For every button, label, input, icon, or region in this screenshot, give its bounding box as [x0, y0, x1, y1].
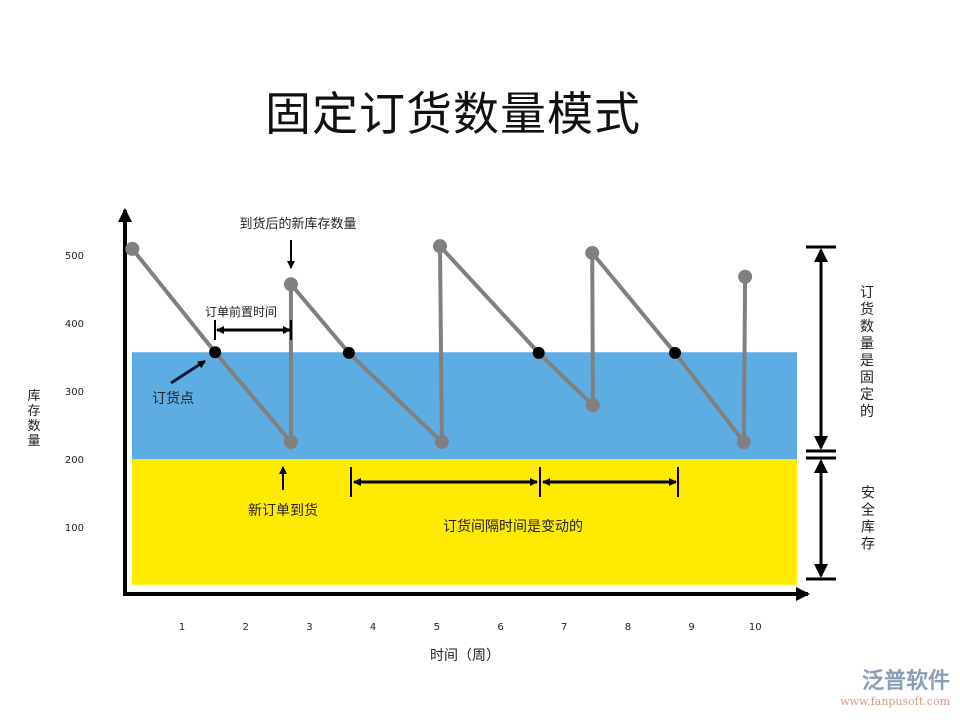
y-axis-label: 数: [27, 419, 40, 434]
inventory-point: [738, 269, 753, 284]
x-tick-label: 7: [561, 622, 567, 633]
y-tick-label: 500: [65, 251, 84, 262]
y-tick-label: 100: [65, 523, 84, 534]
annotation-order-fixed: 定: [860, 387, 874, 403]
annotation-order-fixed: 量: [860, 336, 874, 352]
annotation-new-stock: 到货后的新库存数量: [239, 216, 356, 232]
x-axis-label: 时间（周）: [430, 648, 500, 664]
inventory-point: [585, 245, 600, 260]
x-tick-label: 2: [243, 622, 249, 633]
y-axis-label: 存: [27, 404, 40, 419]
y-axis-label: 量: [27, 434, 40, 449]
x-tick-label: 6: [497, 622, 503, 633]
annotation-interval: 订货间隔时间是变动的: [443, 518, 583, 535]
inventory-point: [736, 435, 751, 449]
y-tick-label: 300: [65, 387, 84, 398]
annotation-order-fixed: 的: [860, 404, 874, 420]
reorder-point: [532, 346, 545, 359]
inventory-point: [283, 277, 298, 292]
annotation-lead-time: 订单前置时间: [205, 304, 277, 319]
y-tick-label: 400: [65, 319, 84, 330]
annotation-order-fixed: 固: [860, 370, 874, 386]
y-axis-label: 库: [27, 388, 40, 404]
x-tick-label: 3: [306, 622, 312, 633]
annotation-order-fixed: 数: [860, 319, 874, 335]
reorder-arrow: [170, 359, 206, 385]
annotation-order-fixed: 货: [860, 301, 874, 318]
x-tick-label: 1: [179, 622, 185, 633]
inventory-point: [585, 398, 600, 413]
reorder-point: [342, 346, 355, 359]
reorder-point: [209, 346, 222, 359]
annotation-order-fixed: 订: [860, 285, 874, 301]
y-tick-label: 200: [65, 455, 84, 466]
inventory-point: [434, 435, 449, 449]
x-tick-label: 4: [370, 622, 376, 633]
annotation-new-order: 新订单到货: [248, 502, 318, 519]
logo: 泛普软件 www.fanpusoft.com: [840, 663, 950, 708]
inventory-point: [125, 241, 140, 256]
x-tick-label: 5: [434, 622, 440, 633]
logo-name: 泛普软件: [861, 669, 950, 694]
annotation-order-fixed: 是: [860, 353, 874, 369]
annotation-safety-stock: 安全库存: [859, 485, 875, 553]
x-tick-label: 8: [625, 622, 631, 633]
order-quantity-band: [132, 352, 797, 459]
x-tick-label: 9: [688, 622, 694, 633]
annotation-reorder-point: 订货点: [152, 390, 194, 407]
logo-url: www.fanpusoft.com: [840, 695, 950, 708]
inventory-point: [283, 435, 298, 449]
x-tick-label: 10: [749, 622, 762, 633]
reorder-point: [669, 346, 682, 359]
page-title: 固定订货数量模式: [265, 87, 641, 141]
inventory-point: [432, 239, 447, 254]
